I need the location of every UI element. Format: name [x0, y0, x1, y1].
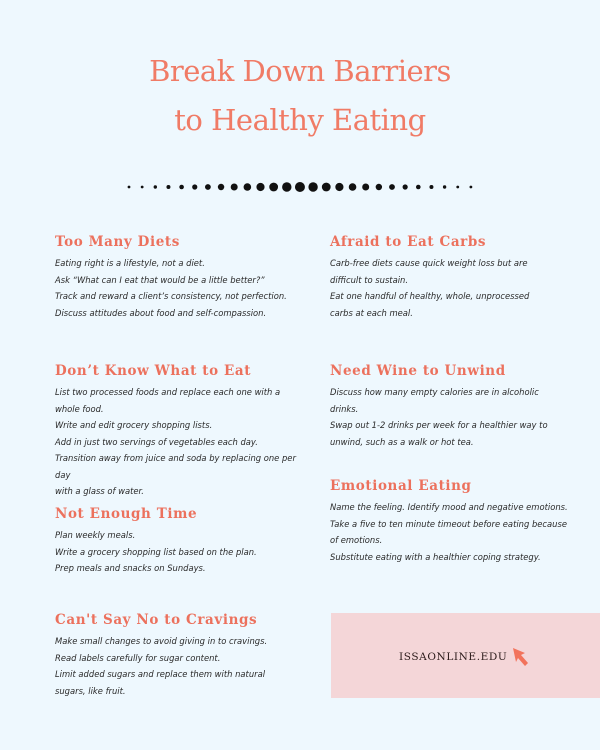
section-line: sugars, like fruit. — [55, 685, 126, 696]
section-line: Substitute eating with a healthier copin… — [330, 551, 541, 562]
divider-dot — [179, 184, 184, 190]
dot-divider — [127, 182, 473, 192]
section-heading: Not Enough Time — [55, 506, 198, 522]
section-heading: Afraid to Eat Carbs — [330, 234, 487, 250]
section-heading: Can't Say No to Cravings — [55, 612, 258, 628]
section-line: Limit added sugars and replace them with… — [55, 669, 266, 679]
section-line: Swap out 1-2 drinks per week for a healt… — [330, 420, 548, 430]
section-emotional-eating: Emotional Eating Name the feeling. Identi… — [330, 477, 570, 565]
section-line: Name the feeling. Identify mood and nega… — [330, 502, 568, 512]
website-link[interactable]: ISSAONLINE.EDU — [399, 651, 508, 663]
section-line: Ask “What can I eat that would be a litt… — [55, 274, 265, 285]
section-line: Eat one handful of healthy, whole, unpro… — [330, 291, 530, 301]
section-line: List two processed foods and replace eac… — [55, 387, 281, 414]
section-line: Carb-free diets cause quick weight loss … — [330, 258, 528, 268]
divider-dot — [469, 185, 473, 189]
divider-dot — [140, 185, 144, 189]
section-not-enough-time: Not Enough Time Plan weekly meals. Write a… — [55, 505, 315, 577]
section-line: of emotions. — [330, 535, 383, 545]
divider-dot — [362, 183, 370, 191]
section-heading: Need Wine to Unwind — [330, 363, 506, 379]
divider-dot — [375, 183, 383, 191]
divider-dot — [166, 185, 171, 189]
divider-dot — [243, 183, 252, 191]
section-line: difficult to sustain. — [330, 274, 409, 285]
divider-dot — [402, 184, 408, 190]
divider-dot — [282, 182, 292, 192]
divider-dot — [321, 182, 331, 192]
divider-dot — [456, 185, 460, 189]
section-afraid-to-eat-carbs: Afraid to Eat Carbs Carb-free diets cause… — [330, 233, 530, 321]
section-line: Take a five to ten minute timeout before… — [330, 518, 567, 529]
section-line: Eating right is a lifestyle, not a diet. — [55, 258, 205, 268]
section-dont-know-what-to-eat: Don’t Know What to Eat List two processed… — [55, 362, 305, 500]
website-link-box[interactable]: ISSAONLINE.EDU — [331, 613, 600, 698]
divider-dot — [442, 185, 447, 189]
divider-dot — [205, 184, 211, 190]
section-line: with a glass of water. — [55, 486, 144, 496]
section-line: Discuss how many empty calories are in a… — [330, 387, 539, 414]
section-line: carbs at each meal. — [330, 307, 413, 318]
divider-dot — [416, 184, 421, 190]
divider-dot — [269, 182, 279, 192]
section-line: unwind, such as a walk or hot tea. — [330, 436, 474, 447]
section-line: Track and reward a client’s consistency,… — [55, 291, 287, 301]
section-heading: Too Many Diets — [55, 234, 180, 250]
section-heading: Emotional Eating — [330, 478, 472, 494]
divider-dot — [429, 185, 434, 189]
section-need-wine-to-unwind: Need Wine to Unwind Discuss how many empt… — [330, 362, 550, 450]
divider-dot — [389, 184, 395, 190]
title-line-1: Break Down Barriers — [149, 54, 451, 88]
section-line: Discuss attitudes about food and self-co… — [55, 307, 267, 318]
title-line-2: to Healthy Eating — [174, 103, 426, 137]
section-line: Prep meals and snacks on Sundays. — [55, 563, 206, 573]
section-line: Make small changes to avoid giving in to… — [55, 636, 268, 646]
section-line: Add in just two servings of vegetables e… — [55, 436, 258, 447]
divider-dot — [230, 183, 238, 191]
divider-dot — [348, 183, 357, 191]
section-line: Transition away from juice and soda by r… — [55, 453, 296, 480]
divider-dot — [256, 182, 265, 192]
section-line: Read labels carefully for sugar content. — [55, 652, 221, 663]
page-title: Break Down Barriers to Healthy Eating — [0, 47, 600, 145]
divider-dot — [308, 182, 318, 192]
divider-dot — [192, 184, 198, 190]
divider-dot — [335, 182, 344, 192]
section-heading: Don’t Know What to Eat — [55, 363, 252, 379]
section-too-many-diets: Too Many Diets Eating right is a lifestyl… — [55, 233, 315, 321]
section-line: Plan weekly meals. — [55, 530, 136, 540]
divider-dot — [294, 182, 305, 192]
divider-dot — [217, 183, 225, 191]
section-cant-say-no-to-cravings: Can't Say No to Cravings Make small chang… — [55, 611, 315, 699]
section-line: Write and edit grocery shopping lists. — [55, 420, 213, 430]
cursor-arrow-icon — [513, 648, 528, 666]
section-line: Write a grocery shopping list based on t… — [55, 546, 257, 557]
divider-dot — [127, 185, 131, 189]
divider-dot — [153, 185, 157, 189]
